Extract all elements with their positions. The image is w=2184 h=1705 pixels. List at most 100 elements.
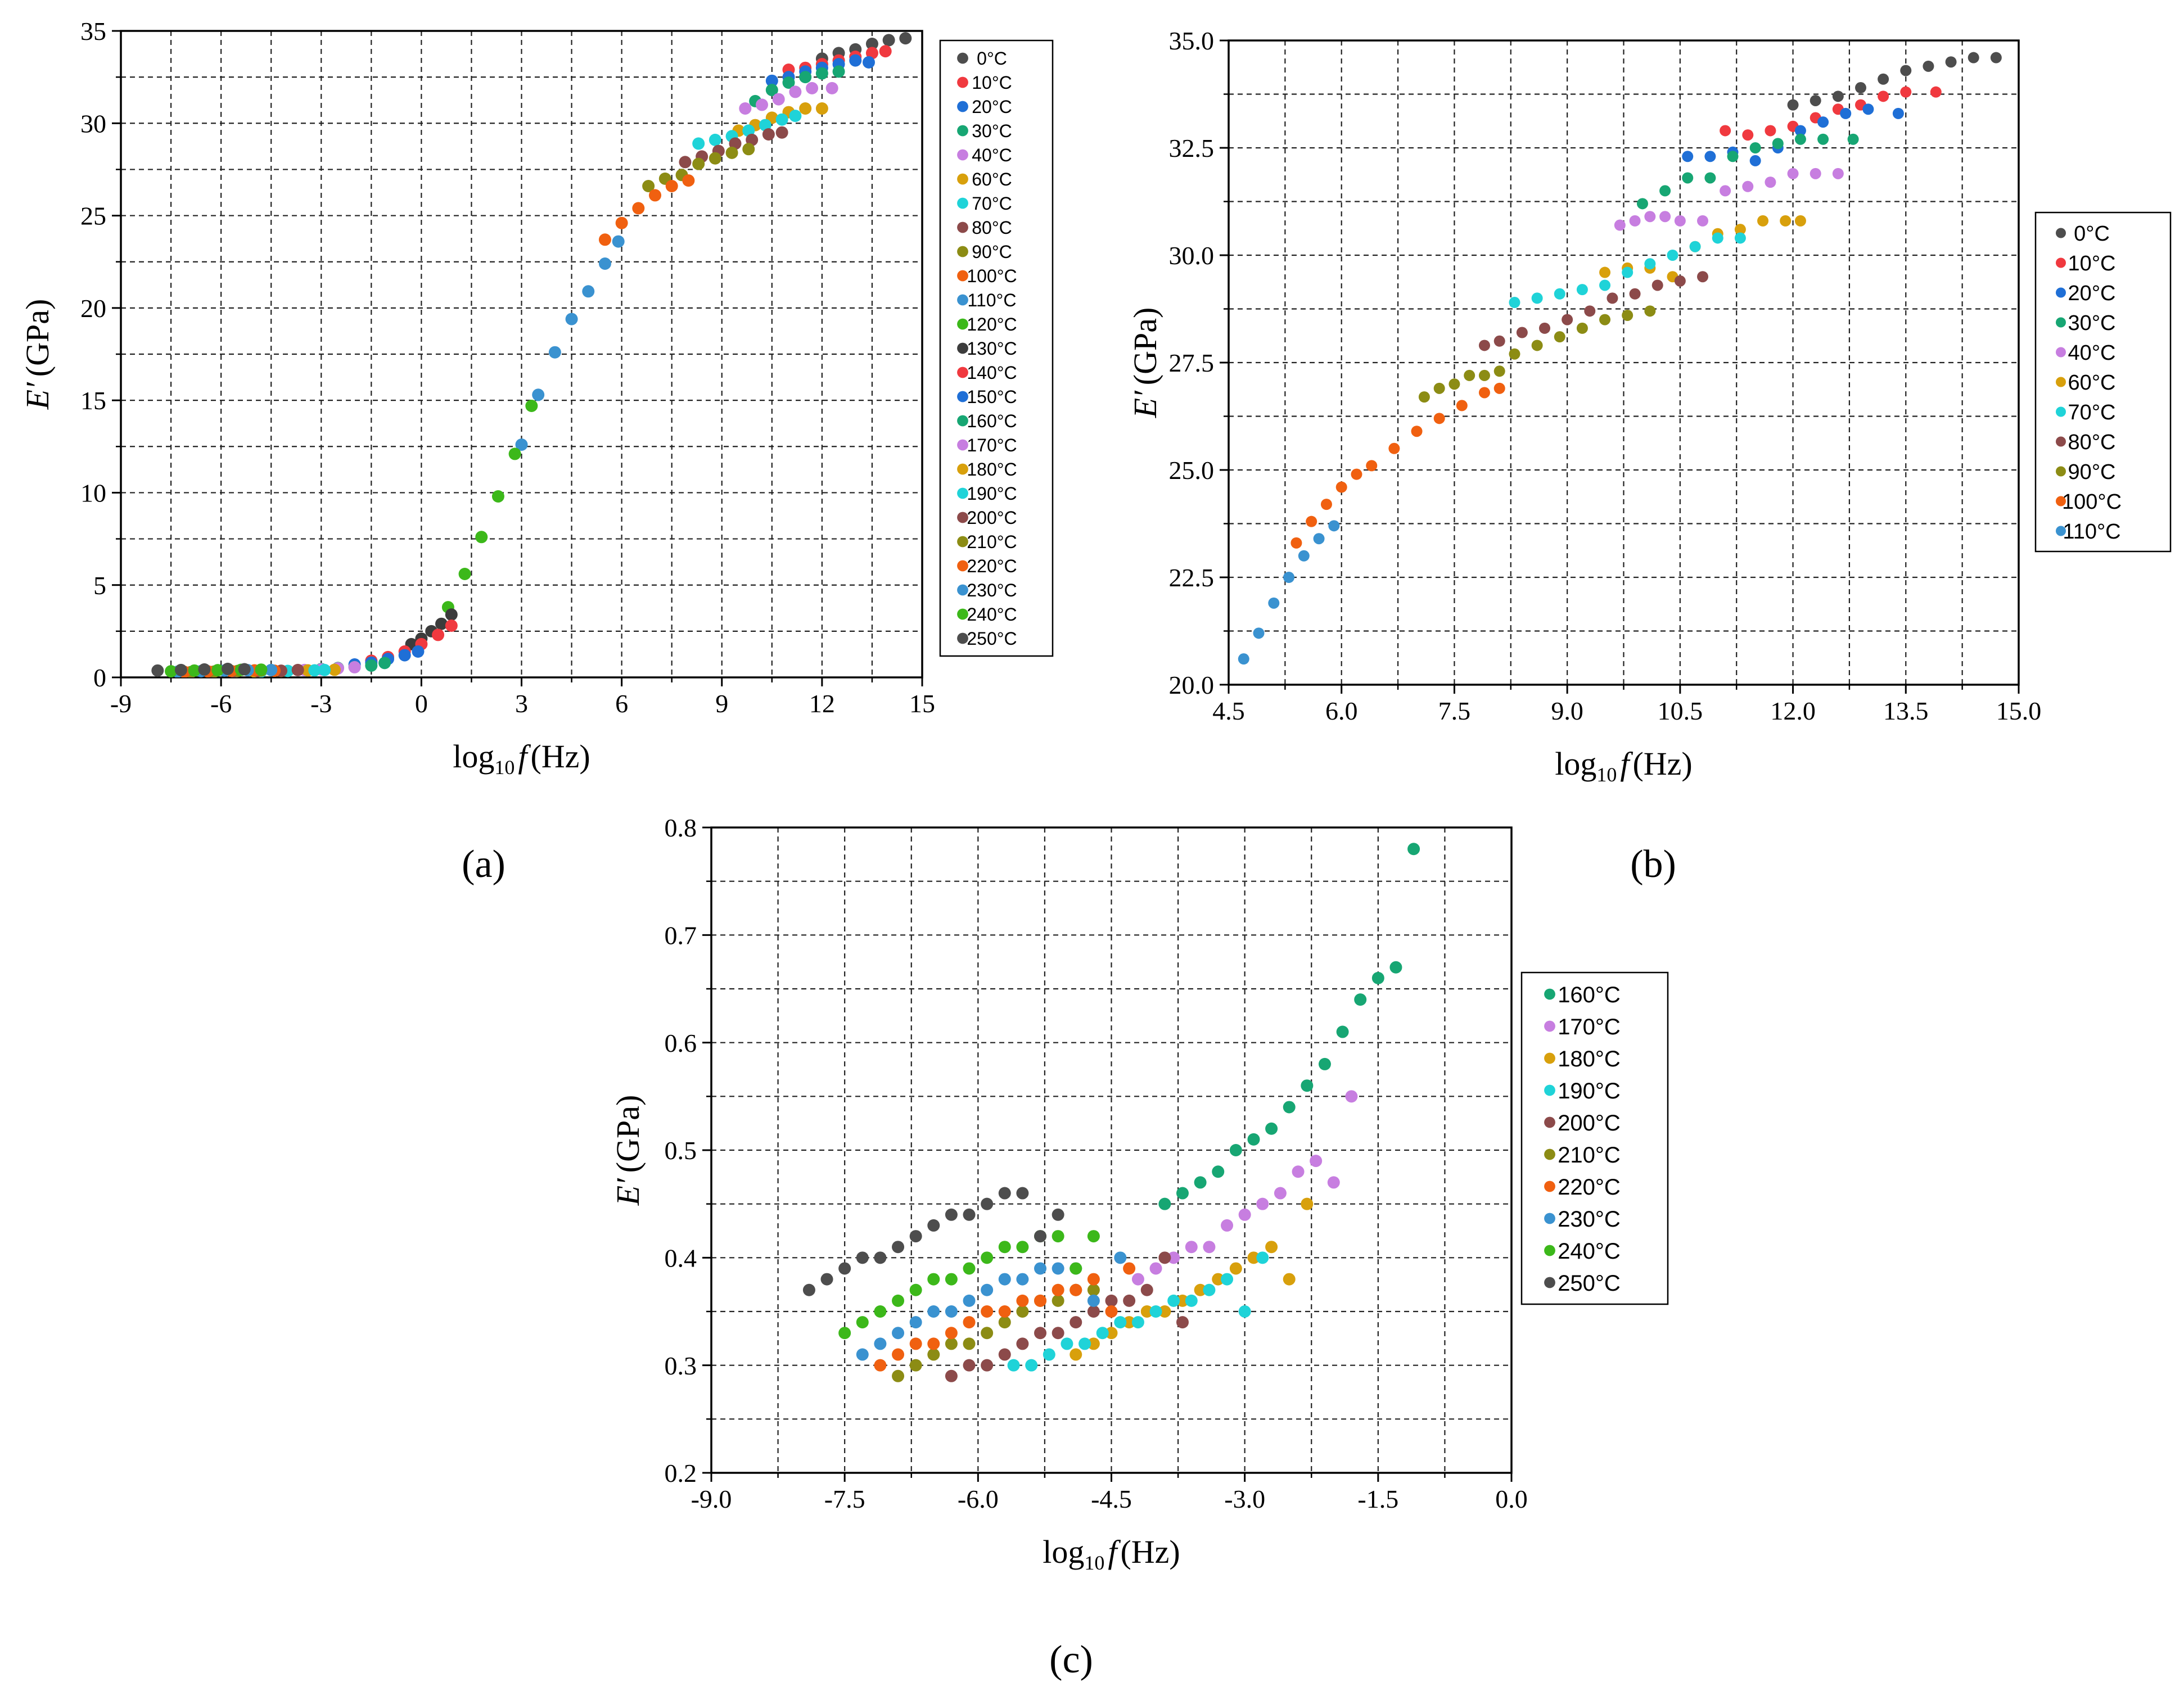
- data-points: [802, 843, 1420, 1382]
- point-210c: [1052, 1294, 1064, 1307]
- point-100c: [1388, 442, 1400, 454]
- y-tick-label: 30.0: [1169, 241, 1215, 270]
- point-80c: [1607, 292, 1618, 304]
- legend-marker-120c: [957, 318, 968, 330]
- point-90c: [1433, 382, 1445, 394]
- legend-label-240c: 240°C: [967, 604, 1017, 625]
- point-200c: [998, 1348, 1011, 1361]
- point-80c: [1478, 340, 1490, 351]
- point-230c: [963, 1294, 976, 1307]
- point-40c: [1742, 180, 1754, 192]
- point-230c: [909, 1316, 922, 1329]
- point-170c: [1256, 1197, 1269, 1210]
- y-tick-label: 20.0: [1169, 671, 1215, 699]
- point-40c: [1629, 215, 1641, 227]
- point-0c: [1855, 82, 1866, 94]
- point-160c: [1176, 1187, 1189, 1200]
- point-30c: [799, 71, 812, 84]
- point-120c: [491, 490, 504, 503]
- point-170c: [1327, 1176, 1340, 1189]
- point-220c: [909, 1337, 922, 1350]
- y-axis-label: E′(GPa): [19, 299, 56, 410]
- x-tick-label: 15.0: [1996, 697, 2042, 725]
- y-tick-label: 0.6: [665, 1029, 697, 1057]
- point-10c: [1900, 86, 1912, 98]
- y-tick-label: 15: [80, 386, 106, 415]
- point-220c: [927, 1337, 940, 1350]
- point-0c: [1968, 52, 1979, 64]
- point-230c: [1114, 1251, 1127, 1264]
- point-180c: [1229, 1262, 1242, 1275]
- point-100c: [1411, 426, 1423, 437]
- point-80c: [1651, 279, 1663, 291]
- point-170c: [1274, 1187, 1287, 1200]
- point-30c: [815, 67, 828, 80]
- y-tick-label: 35: [80, 17, 106, 46]
- point-30c: [1659, 185, 1671, 197]
- point-100c: [1290, 537, 1302, 549]
- point-70c: [1576, 284, 1588, 296]
- point-20c: [1794, 125, 1806, 137]
- point-160c: [365, 659, 378, 672]
- point-190c: [1096, 1327, 1109, 1340]
- point-20c: [1892, 107, 1904, 119]
- point-40c: [1787, 168, 1799, 179]
- legend: 0°C 10°C 20°C 30°C 40°C 60°C 70°C 80°C 90°C 100°C…: [2034, 211, 2172, 553]
- point-100c: [1320, 499, 1332, 510]
- point-80c: [1584, 305, 1596, 317]
- point-230c: [1087, 1294, 1100, 1307]
- x-tick-label: 9: [715, 689, 728, 718]
- point-20c: [1817, 116, 1829, 128]
- point-60c: [1794, 215, 1806, 227]
- point-0c: [1923, 60, 1934, 72]
- point-200c: [981, 1359, 994, 1372]
- point-190c: [1221, 1273, 1234, 1286]
- y-tick-label: 0.5: [665, 1136, 697, 1165]
- legend-label-120c: 120°C: [967, 314, 1017, 334]
- point-0c: [1945, 56, 1957, 68]
- point-110c: [1238, 653, 1249, 665]
- legend-marker-150c: [957, 391, 968, 402]
- legend-label-80c: 80°C: [972, 218, 1012, 238]
- point-0c: [1878, 73, 1889, 85]
- panel-a: -9 -6 -3 0 3 6 9 12 15 0 5 10 15 20 25 30 35 log10 f (Hz) E′…: [19, 17, 1054, 779]
- point-170c: [1203, 1241, 1216, 1254]
- point-190c: [1256, 1251, 1269, 1264]
- legend-marker-230c: [1544, 1213, 1555, 1224]
- y-axis-label: E′(GPa): [1127, 307, 1163, 419]
- point-180c: [1140, 1305, 1153, 1318]
- point-30c: [1749, 142, 1761, 153]
- point-130c: [435, 617, 448, 630]
- point-240c: [1070, 1262, 1082, 1275]
- legend-marker-30c: [2056, 317, 2066, 328]
- point-230c: [265, 663, 278, 676]
- point-20c: [1749, 155, 1761, 166]
- y-axis-label: E′(GPa): [610, 1095, 646, 1206]
- point-70c: [709, 133, 721, 146]
- point-30c: [1772, 138, 1784, 150]
- point-140c: [432, 628, 445, 641]
- point-210c: [1087, 1283, 1100, 1296]
- point-140c: [445, 619, 458, 632]
- point-80c: [1516, 327, 1528, 338]
- x-tick-label: 13.5: [1883, 697, 1929, 725]
- point-40c: [1720, 185, 1731, 197]
- point-40c: [1832, 168, 1844, 179]
- x-tick-label: -6: [210, 689, 232, 718]
- point-90c: [1622, 309, 1634, 321]
- point-0c: [1900, 65, 1912, 76]
- y-tick-label: 0.3: [665, 1351, 697, 1380]
- point-20c: [1840, 107, 1852, 119]
- point-220c: [874, 1359, 887, 1372]
- legend-marker-0c: [957, 52, 968, 64]
- point-190c: [1114, 1316, 1127, 1329]
- point-190c: [1185, 1294, 1198, 1307]
- point-110c: [1268, 597, 1280, 609]
- point-30c: [1682, 172, 1694, 184]
- point-110c: [532, 388, 545, 401]
- point-110c: [1328, 520, 1340, 532]
- point-70c: [1644, 258, 1656, 270]
- legend-marker-10c: [957, 76, 968, 88]
- point-110c: [1283, 572, 1295, 583]
- grid: [121, 31, 922, 677]
